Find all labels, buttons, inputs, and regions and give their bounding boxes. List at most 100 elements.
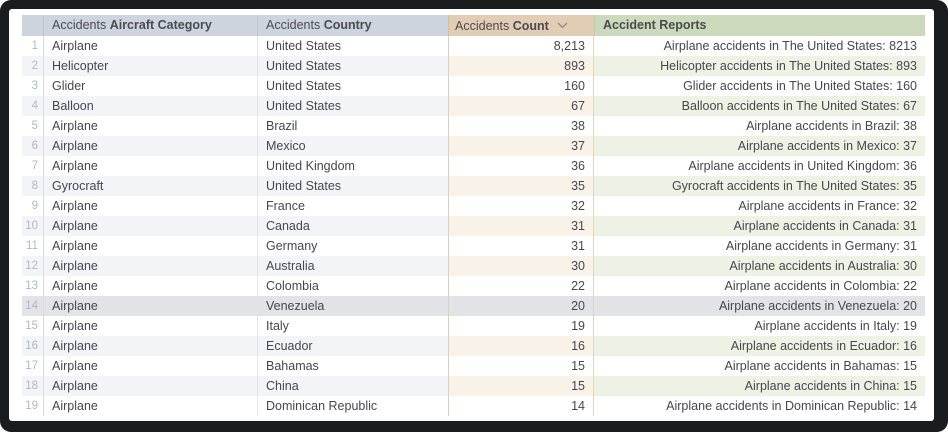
cell-aircraft-category[interactable]: Glider <box>44 76 258 96</box>
cell-aircraft-category[interactable]: Airplane <box>44 136 258 156</box>
cell-row-number[interactable]: 4 <box>22 96 44 116</box>
cell-count[interactable]: 30 <box>448 256 594 276</box>
cell-country[interactable]: Brazil <box>266 119 298 133</box>
cell-aircraft-category[interactable]: Airplane <box>44 116 258 136</box>
cell-aircraft-category[interactable]: Airplane <box>44 396 258 416</box>
cell-count[interactable]: 36 <box>448 156 594 176</box>
cell-count[interactable]: 35 <box>448 176 594 196</box>
table-row[interactable]: 6 Airplane Mexico 37 Airplane accidents in M… <box>22 136 925 156</box>
cell-country[interactable]: Dominican Republic <box>266 399 378 413</box>
cell-aircraft-category[interactable]: Airplane <box>44 276 258 296</box>
cell-country[interactable]: China <box>258 376 448 396</box>
cell-accident-report[interactable]: Airplane accidents in Brazil: 38 <box>746 119 917 133</box>
cell-accident-report[interactable]: Airplane accidents in Australia: 30 <box>594 256 925 276</box>
cell-count[interactable]: 38 <box>448 116 594 136</box>
table-row[interactable]: 14 Airplane Venezuela 20 Airplane accidents … <box>22 296 925 316</box>
cell-count[interactable]: 16 <box>448 336 594 356</box>
cell-accident-report[interactable]: Airplane accidents in Bahamas: 15 <box>724 359 917 373</box>
cell-country[interactable]: United States <box>258 176 448 196</box>
cell-row-number[interactable]: 7 <box>22 156 44 176</box>
cell-accident-report[interactable]: Airplane accidents in United Kingdom: 36 <box>688 159 917 173</box>
cell-aircraft-category[interactable]: Helicopter <box>44 56 258 76</box>
cell-count[interactable]: 22 <box>448 276 594 296</box>
cell-count[interactable]: 893 <box>448 56 594 76</box>
cell-count[interactable]: 37 <box>448 136 594 156</box>
table-row[interactable]: 17 Airplane Bahamas 15 Airplane accidents in… <box>22 356 925 376</box>
cell-aircraft-category[interactable]: Gyrocraft <box>44 176 258 196</box>
cell-aircraft-category[interactable]: Airplane <box>44 36 258 56</box>
table-row[interactable]: 8 Gyrocraft United States 35 Gyrocraft accid… <box>22 176 925 196</box>
cell-accident-report[interactable]: Airplane accidents in The United States:… <box>663 39 917 53</box>
cell-aircraft-category[interactable]: Airplane <box>44 336 258 356</box>
cell-row-number[interactable]: 1 <box>22 36 44 56</box>
cell-country[interactable]: Colombia <box>266 279 319 293</box>
cell-aircraft-category[interactable]: Airplane <box>44 156 258 176</box>
cell-country[interactable]: Canada <box>258 216 448 236</box>
table-row[interactable]: 12 Airplane Australia 30 Airplane accidents … <box>22 256 925 276</box>
cell-row-number[interactable]: 15 <box>22 316 44 336</box>
cell-accident-report[interactable]: Glider accidents in The United States: 1… <box>683 79 917 93</box>
cell-row-number[interactable]: 14 <box>22 296 44 316</box>
cell-aircraft-category[interactable]: Airplane <box>44 256 258 276</box>
cell-row-number[interactable]: 19 <box>22 396 44 416</box>
cell-accident-report[interactable]: Airplane accidents in Germany: 31 <box>725 239 917 253</box>
cell-aircraft-category[interactable]: Airplane <box>44 356 258 376</box>
cell-aircraft-category[interactable]: Balloon <box>44 96 258 116</box>
cell-accident-report[interactable]: Airplane accidents in France: 32 <box>738 199 917 213</box>
cell-count[interactable]: 15 <box>448 376 594 396</box>
table-row[interactable]: 11 Airplane Germany 31 Airplane accidents in… <box>22 236 925 256</box>
cell-count[interactable]: 32 <box>448 196 594 216</box>
cell-count[interactable]: 31 <box>448 216 594 236</box>
cell-country[interactable]: Bahamas <box>266 359 319 373</box>
cell-accident-report[interactable]: Airplane accidents in China: 15 <box>594 376 925 396</box>
cell-accident-report[interactable]: Airplane accidents in Mexico: 37 <box>594 136 925 156</box>
cell-aircraft-category[interactable]: Airplane <box>44 316 258 336</box>
cell-count[interactable]: 14 <box>448 396 594 416</box>
cell-accident-report[interactable]: Airplane accidents in Canada: 31 <box>594 216 925 236</box>
cell-row-number[interactable]: 16 <box>22 336 44 356</box>
header-cell-accident-reports[interactable]: Accident Reports <box>594 15 925 36</box>
table-row[interactable]: 9 Airplane France 32 Airplane accidents in F… <box>22 196 925 216</box>
table-row[interactable]: 13 Airplane Colombia 22 Airplane accidents i… <box>22 276 925 296</box>
cell-aircraft-category[interactable]: Airplane <box>44 376 258 396</box>
cell-country[interactable]: Ecuador <box>258 336 448 356</box>
cell-country[interactable]: United States <box>258 56 448 76</box>
cell-count[interactable]: 160 <box>448 76 594 96</box>
cell-count[interactable]: 31 <box>448 236 594 256</box>
cell-country[interactable]: United States <box>258 96 448 116</box>
cell-country[interactable]: United States <box>266 39 342 53</box>
cell-country[interactable]: Italy <box>266 319 289 333</box>
cell-row-number[interactable]: 8 <box>22 176 44 196</box>
cell-row-number[interactable]: 9 <box>22 196 44 216</box>
cell-aircraft-category[interactable]: Airplane <box>44 216 258 236</box>
header-cell-aircraft-category[interactable]: Accidents Aircraft Category <box>44 15 258 36</box>
table-row[interactable]: 19 Airplane Dominican Republic 14 Airplane a… <box>22 396 925 416</box>
table-row[interactable]: 2 Helicopter United States 893 Helicopter ac… <box>22 56 925 76</box>
table-row[interactable]: 15 Airplane Italy 19 Airplane accidents in I… <box>22 316 925 336</box>
cell-count[interactable]: 8,213 <box>448 36 594 56</box>
cell-row-number[interactable]: 2 <box>22 56 44 76</box>
cell-country[interactable]: Venezuela <box>258 296 448 316</box>
cell-country[interactable]: Australia <box>258 256 448 276</box>
table-row[interactable]: 16 Airplane Ecuador 16 Airplane accidents in… <box>22 336 925 356</box>
table-row[interactable]: 5 Airplane Brazil 38 Airplane accidents in B… <box>22 116 925 136</box>
cell-accident-report[interactable]: Airplane accidents in Dominican Republic… <box>666 399 917 413</box>
cell-accident-report[interactable]: Balloon accidents in The United States: … <box>594 96 925 116</box>
cell-count[interactable]: 67 <box>448 96 594 116</box>
table-row[interactable]: 3 Glider United States 160 Glider accidents … <box>22 76 925 96</box>
cell-row-number[interactable]: 10 <box>22 216 44 236</box>
table-row[interactable]: 4 Balloon United States 67 Balloon accidents… <box>22 96 925 116</box>
header-cell-count[interactable]: Accidents Count <box>448 15 594 36</box>
cell-row-number[interactable]: 3 <box>22 76 44 96</box>
cell-row-number[interactable]: 18 <box>22 376 44 396</box>
cell-count[interactable]: 20 <box>448 296 594 316</box>
header-cell-country[interactable]: Accidents Country <box>258 15 448 36</box>
cell-row-number[interactable]: 11 <box>22 236 44 256</box>
cell-row-number[interactable]: 5 <box>22 116 44 136</box>
cell-row-number[interactable]: 13 <box>22 276 44 296</box>
cell-aircraft-category[interactable]: Airplane <box>44 196 258 216</box>
cell-country[interactable]: United Kingdom <box>266 159 355 173</box>
cell-accident-report[interactable]: Airplane accidents in Italy: 19 <box>754 319 917 333</box>
cell-row-number[interactable]: 6 <box>22 136 44 156</box>
cell-accident-report[interactable]: Airplane accidents in Venezuela: 20 <box>594 296 925 316</box>
